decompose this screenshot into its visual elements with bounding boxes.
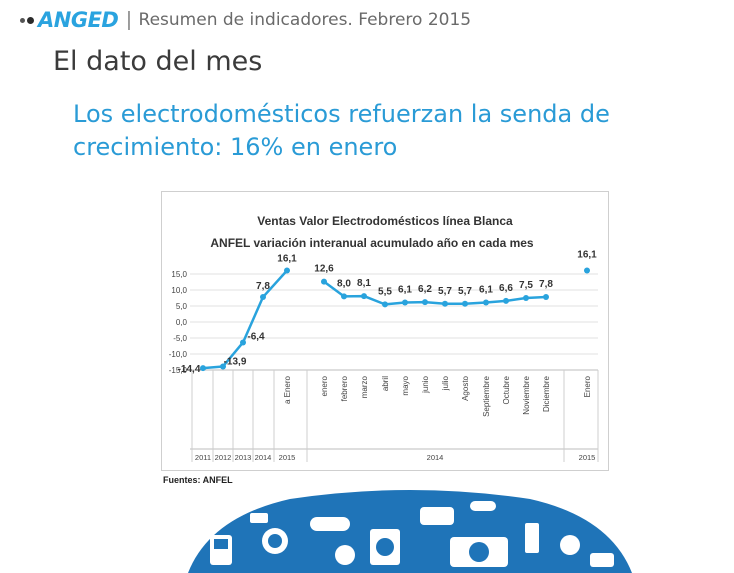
data-point (382, 301, 388, 308)
data-point (361, 293, 367, 300)
data-label: -13,9 (224, 356, 247, 367)
x-tick-label: Diciembre (542, 375, 551, 412)
x-tick-label: julio (441, 375, 450, 391)
data-label: 16,1 (277, 253, 297, 264)
chart-source: Fuentes: ANFEL (163, 475, 233, 485)
x-tick-label: enero (320, 375, 329, 396)
data-point (543, 294, 549, 301)
data-label: 6,6 (499, 283, 513, 294)
data-label: 7,5 (519, 280, 533, 291)
data-point (260, 294, 266, 301)
group-label: 2015 (279, 453, 296, 462)
line-chart: Ventas Valor Electrodomésticos línea Bla… (169, 214, 599, 462)
data-label: 5,5 (378, 286, 392, 297)
y-tick-label: -15,0 (169, 366, 188, 375)
x-tick-label: junio (421, 375, 430, 393)
x-tick-label: Agosto (461, 375, 470, 400)
x-tick-label: Enero (583, 375, 592, 397)
group-label: 2014 (427, 453, 444, 462)
x-tick-label: Noviembre (522, 375, 531, 414)
header-separator: | (126, 8, 132, 31)
data-point (240, 339, 246, 346)
data-label: 5,7 (438, 286, 452, 297)
data-label: -14,4 (178, 364, 201, 375)
group-label: 2014 (255, 453, 272, 462)
group-label: 2015 (579, 453, 596, 462)
appliance-icons-globe-decoration (188, 490, 632, 573)
data-label: 7,8 (539, 279, 553, 290)
data-label: 8,0 (337, 278, 351, 289)
y-tick-label: 5,0 (176, 302, 188, 311)
header: ANGED | Resumen de indicadores. Febrero … (20, 6, 471, 34)
y-tick-label: 10,0 (171, 286, 187, 295)
data-label: 6,1 (479, 284, 493, 295)
brand-dots-icon (20, 16, 34, 24)
data-point (422, 299, 428, 306)
data-point (200, 365, 206, 372)
x-tick-label: febrero (340, 375, 349, 401)
brand-logo: ANGED (38, 8, 119, 32)
y-tick-label: 15,0 (171, 270, 187, 279)
x-tick-label: Octubre (502, 375, 511, 404)
data-label: 7,8 (256, 281, 270, 292)
series-line (202, 269, 288, 370)
x-tick-label: a Enero (283, 375, 292, 404)
data-point (462, 300, 468, 307)
data-label: 16,1 (577, 249, 597, 260)
data-point (402, 299, 408, 306)
x-tick-label: Septiembre (482, 375, 491, 416)
data-point (483, 299, 489, 306)
data-point (284, 267, 290, 274)
data-point (523, 295, 529, 301)
data-label: 8,1 (357, 278, 371, 289)
chart-frame: Ventas Valor Electrodomésticos línea Bla… (161, 191, 609, 471)
headline: Los electrodomésticos refuerzan la senda… (73, 100, 610, 161)
x-tick-label: mayo (401, 375, 410, 395)
data-point (503, 297, 509, 304)
header-subtitle: Resumen de indicadores. Febrero 2015 (138, 10, 472, 30)
y-tick-label: 0,0 (176, 318, 188, 327)
data-label: -6,4 (247, 331, 265, 342)
data-point (584, 267, 590, 274)
chart-subtitle: ANFEL variación interanual acumulado año… (210, 236, 534, 250)
data-point (442, 300, 448, 307)
data-label: 12,6 (314, 264, 334, 275)
data-point (220, 363, 226, 370)
data-point (321, 278, 327, 285)
data-label: 5,7 (458, 286, 472, 297)
chart-title: Ventas Valor Electrodomésticos línea Bla… (257, 214, 513, 228)
group-label: 2011 (195, 453, 211, 462)
group-label: 2013 (235, 453, 252, 462)
y-tick-label: -5,0 (173, 334, 187, 343)
data-point (341, 293, 347, 300)
data-label: 6,1 (398, 284, 412, 295)
x-tick-label: abril (381, 376, 390, 391)
x-tick-label: marzo (360, 375, 369, 398)
page-title: El dato del mes (53, 46, 263, 77)
series-line (323, 280, 547, 306)
data-label: 6,2 (418, 284, 432, 295)
y-tick-label: -10,0 (169, 350, 188, 359)
group-label: 2012 (215, 453, 232, 462)
